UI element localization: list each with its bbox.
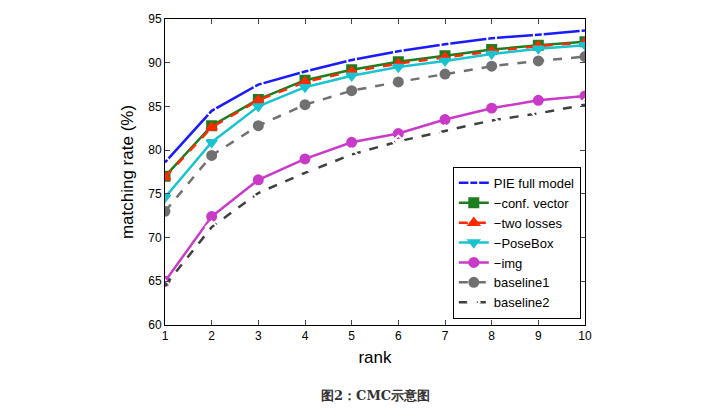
svg-text:65: 65 bbox=[148, 274, 162, 288]
svg-text:10: 10 bbox=[578, 329, 592, 343]
svg-text:matching rate (%): matching rate (%) bbox=[118, 105, 137, 239]
svg-text:75: 75 bbox=[148, 187, 162, 201]
svg-text:−img: −img bbox=[494, 256, 523, 271]
svg-text:3: 3 bbox=[255, 329, 262, 343]
svg-text:60: 60 bbox=[148, 318, 162, 332]
svg-text:图2：CMC示意图: 图2：CMC示意图 bbox=[321, 388, 430, 403]
svg-text:85: 85 bbox=[148, 100, 162, 114]
svg-text:baseline2: baseline2 bbox=[494, 295, 550, 310]
svg-text:7: 7 bbox=[442, 329, 449, 343]
svg-text:80: 80 bbox=[148, 143, 162, 157]
svg-text:90: 90 bbox=[148, 56, 162, 70]
svg-text:1: 1 bbox=[162, 329, 169, 343]
svg-text:5: 5 bbox=[348, 329, 355, 343]
svg-text:2: 2 bbox=[208, 329, 215, 343]
svg-text:−PoseBox: −PoseBox bbox=[494, 236, 554, 251]
svg-text:4: 4 bbox=[302, 329, 309, 343]
svg-text:PIE full model: PIE full model bbox=[494, 176, 574, 191]
svg-text:95: 95 bbox=[148, 12, 162, 26]
svg-text:9: 9 bbox=[535, 329, 542, 343]
svg-text:−conf. vector: −conf. vector bbox=[494, 196, 569, 211]
svg-text:70: 70 bbox=[148, 231, 162, 245]
svg-text:baseline1: baseline1 bbox=[494, 275, 550, 290]
svg-text:−two losses: −two losses bbox=[494, 216, 563, 231]
svg-text:rank: rank bbox=[358, 348, 392, 367]
svg-text:8: 8 bbox=[488, 329, 495, 343]
svg-text:6: 6 bbox=[395, 329, 402, 343]
